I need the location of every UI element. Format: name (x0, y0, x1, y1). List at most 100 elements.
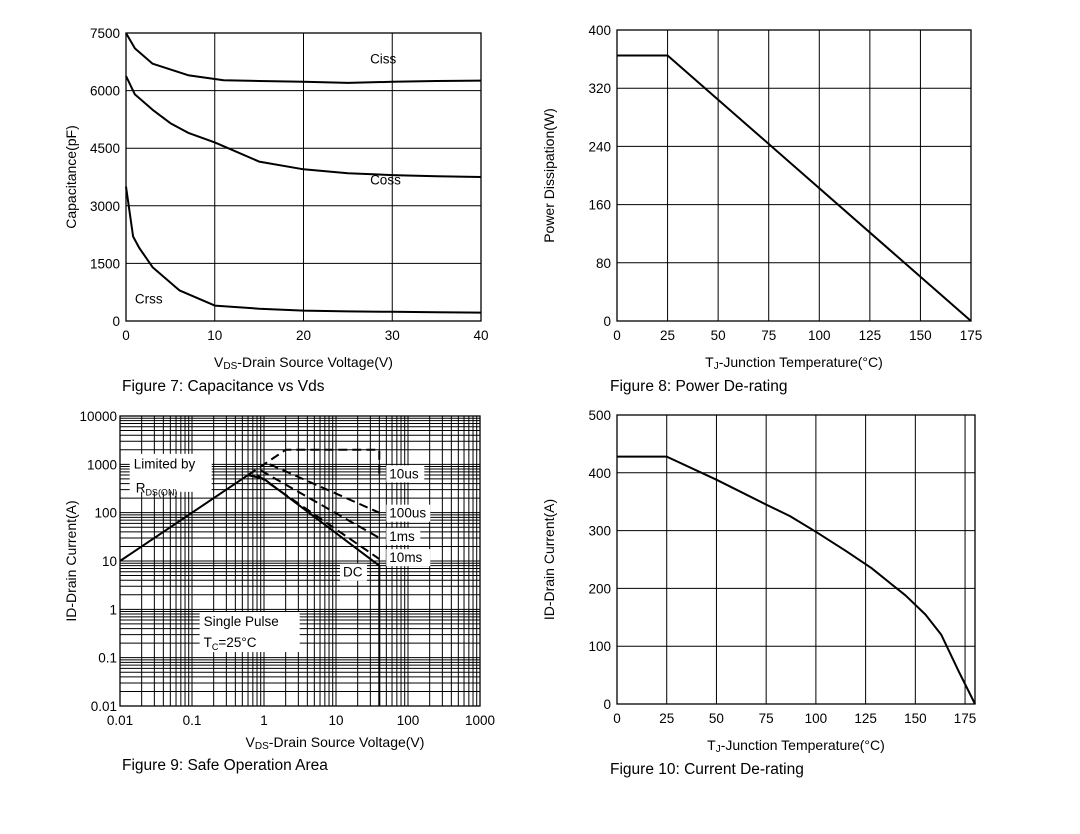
series-line-1 (617, 455, 976, 705)
series-line-10us (247, 448, 381, 476)
x-tick-label: 125 (859, 328, 882, 343)
series-line-100us (269, 463, 380, 514)
series-line-crss (125, 186, 482, 314)
y-axis-label: ID-Drain Current(A) (541, 499, 557, 620)
x-tick-label: 1000 (465, 713, 495, 728)
y-axis-label: Capacitance(pF) (63, 125, 79, 229)
y-tick-label: 0.01 (91, 699, 117, 714)
y-tick-label: 6000 (90, 84, 120, 99)
y-tick-label: 4500 (90, 141, 120, 156)
y-tick-label: 500 (588, 408, 611, 423)
x-axis-label: VDS-Drain Source Voltage(V) (246, 734, 425, 752)
x-tick-label: 0.01 (107, 713, 133, 728)
y-tick-label: 240 (588, 139, 611, 154)
figure-caption: Figure 7: Capacitance vs Vds (122, 378, 325, 395)
y-axis-label: Power Dissipation(W) (541, 108, 557, 243)
pulse-annotation-line2: TC=25°C (204, 635, 257, 652)
x-tick-label: 40 (473, 328, 488, 343)
pulse-annotation-line1: Single Pulse (204, 614, 279, 629)
pulse-annotation-bg (199, 612, 300, 653)
chart-3: 0.01 0.1 1 10 100 1000 0.01 0.1 1 10 100 1000 10000 1… (79, 409, 495, 728)
x-tick-label: 0 (122, 328, 130, 343)
limited-annotation-bg (129, 453, 212, 492)
y-tick-label: 1 (109, 602, 117, 617)
series-label-coss: Coss (370, 173, 401, 188)
y-tick-label: 400 (588, 466, 611, 481)
series-label-10ms: 10ms (389, 550, 422, 565)
series-label-1ms-bg (386, 527, 421, 545)
y-tick-label: 0 (603, 697, 611, 712)
x-tick-label: 0 (613, 328, 621, 343)
x-tick-label: 150 (909, 328, 932, 343)
x-tick-label: 75 (759, 711, 774, 726)
y-tick-label: 3000 (90, 199, 120, 214)
x-tick-label: 0 (613, 711, 621, 726)
series-line-limited-by-rds-on- (119, 474, 249, 562)
y-tick-label: 1500 (90, 256, 120, 271)
x-tick-label: 100 (808, 328, 831, 343)
y-tick-label: 7500 (90, 26, 120, 41)
chart-2: 0 25 50 75 100 125 150 175 0 80 160 240 320 400 (588, 23, 982, 343)
x-tick-label: 100 (397, 713, 420, 728)
y-tick-label: 100 (588, 639, 611, 654)
x-tick-label: 20 (296, 328, 311, 343)
y-tick-label: 160 (588, 198, 611, 213)
x-tick-label: 25 (659, 711, 674, 726)
series-line-coss (125, 75, 482, 178)
x-tick-label: 10 (207, 328, 222, 343)
figure-caption: Figure 8: Power De-rating (610, 378, 787, 395)
series-label-100us: 100us (389, 506, 426, 521)
series-label-1ms: 1ms (389, 529, 415, 544)
x-axis-label: TJ-Junction Temperature(°C) (705, 354, 883, 372)
x-tick-label: 30 (385, 328, 400, 343)
y-tick-label: 0 (603, 314, 611, 329)
plot-frame (616, 29, 972, 322)
series-label-10us: 10us (389, 466, 419, 481)
x-tick-label: 75 (761, 328, 776, 343)
y-tick-label: 10 (102, 554, 117, 569)
series-line-ciss (125, 32, 482, 84)
x-tick-label: 175 (960, 328, 983, 343)
series-label-10ms-bg (386, 549, 431, 567)
x-tick-label: 50 (711, 328, 726, 343)
figure-caption: Figure 9: Safe Operation Area (122, 757, 328, 774)
x-tick-label: 125 (854, 711, 877, 726)
y-axis-label: ID-Drain Current(A) (63, 500, 79, 621)
chart-4: 0 25 50 75 100 125 150 175 0 100 200 300 400 500 (588, 408, 976, 726)
series-line-1ms (260, 469, 380, 539)
x-tick-label: 1 (260, 713, 268, 728)
x-axis-label: TJ-Junction Temperature(°C) (707, 737, 885, 755)
figure-caption: Figure 10: Current De-rating (610, 761, 804, 778)
x-tick-label: 50 (709, 711, 724, 726)
y-tick-label: 10000 (79, 409, 117, 424)
series-label-dc-bg (339, 563, 367, 581)
x-tick-label: 175 (954, 711, 977, 726)
series-label-ciss: Ciss (370, 52, 396, 67)
x-axis-label: VDS-Drain Source Voltage(V) (214, 354, 393, 372)
y-tick-label: 320 (588, 81, 611, 96)
y-tick-label: 1000 (87, 457, 117, 472)
x-tick-label: 10 (328, 713, 343, 728)
series-line-1 (617, 54, 972, 322)
y-tick-label: 0.1 (98, 651, 117, 666)
x-tick-label: 0.1 (183, 713, 202, 728)
series-line-dc (247, 474, 381, 706)
limited-annotation-line1: Limited by (134, 456, 196, 471)
plot-frame (616, 414, 976, 705)
y-tick-label: 200 (588, 581, 611, 596)
x-tick-label: 100 (805, 711, 828, 726)
y-tick-label: 100 (94, 506, 117, 521)
y-tick-label: 0 (112, 314, 120, 329)
series-label-10us-bg (386, 465, 425, 483)
limited-annotation-line2: RDS(ON) (136, 481, 178, 498)
x-tick-label: 150 (904, 711, 927, 726)
y-tick-label: 300 (588, 524, 611, 539)
chart-1: 0 10 20 30 40 0 1500 3000 4500 6000 7500 (90, 26, 489, 343)
series-label-100us-bg (386, 504, 431, 522)
series-line-10ms (256, 474, 380, 560)
series-label-crss: Crss (135, 292, 163, 307)
y-tick-label: 400 (588, 23, 611, 38)
x-tick-label: 25 (660, 328, 675, 343)
